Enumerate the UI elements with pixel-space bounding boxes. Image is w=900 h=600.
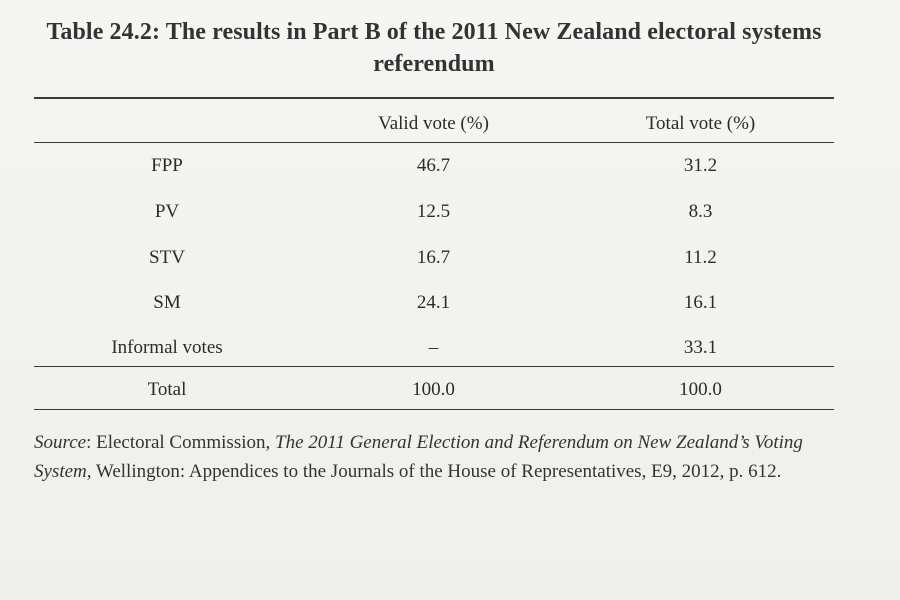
valid-vote-value: – [428,337,439,358]
caption-line-1: Table 24.2: The results in Part B of the… [46,19,822,45]
total-total-vote: 100.0 [679,379,722,400]
valid-vote-value: 46.7 [416,155,451,176]
total-vote-value: 31.2 [683,155,718,176]
valid-vote-value: 16.7 [416,247,451,268]
table-row: Informal votes – 33.1 [34,334,834,362]
table-row: STV 16.7 11.2 [34,244,834,272]
header-cell-valid-vote: Valid vote (%) [378,113,489,134]
row-label: PV [154,201,180,222]
header-cell-total-vote: Total vote (%) [645,113,756,134]
total-top-rule [34,366,834,367]
source-publisher: : Electoral Commission, [86,432,275,453]
source-note: Source: Electoral Commission, The 2011 G… [34,428,844,486]
caption-line-2: referendum [373,51,495,77]
row-label: STV [149,247,185,268]
row-label: SM [153,292,181,313]
source-details: , Wellington: Appendices to the Journals… [86,461,782,482]
valid-vote-value: 24.1 [416,292,451,313]
total-vote-value: 11.2 [684,247,717,268]
row-label: FPP [151,155,183,176]
table-row: PV 12.5 8.3 [34,198,834,226]
total-vote-value: 33.1 [683,337,718,358]
total-valid-vote: 100.0 [412,379,455,400]
table-caption: Table 24.2: The results in Part B of the… [34,16,834,80]
table-row: FPP 46.7 31.2 [34,152,834,180]
table-row: SM 24.1 16.1 [34,289,834,317]
source-title: The 2011 General Election and Referendum… [34,432,803,482]
row-label: Informal votes [111,337,223,358]
valid-vote-value: 12.5 [416,201,451,222]
header-rule [34,142,834,143]
total-vote-value: 8.3 [688,201,713,222]
table-top-rule [34,97,834,99]
table-bottom-rule [34,409,834,410]
table-header-row: Valid vote (%) Total vote (%) [34,110,834,138]
table-total-row: Total 100.0 100.0 [34,376,834,404]
total-label: Total [147,379,187,400]
total-vote-value: 16.1 [683,292,718,313]
source-label: Source [34,432,87,453]
